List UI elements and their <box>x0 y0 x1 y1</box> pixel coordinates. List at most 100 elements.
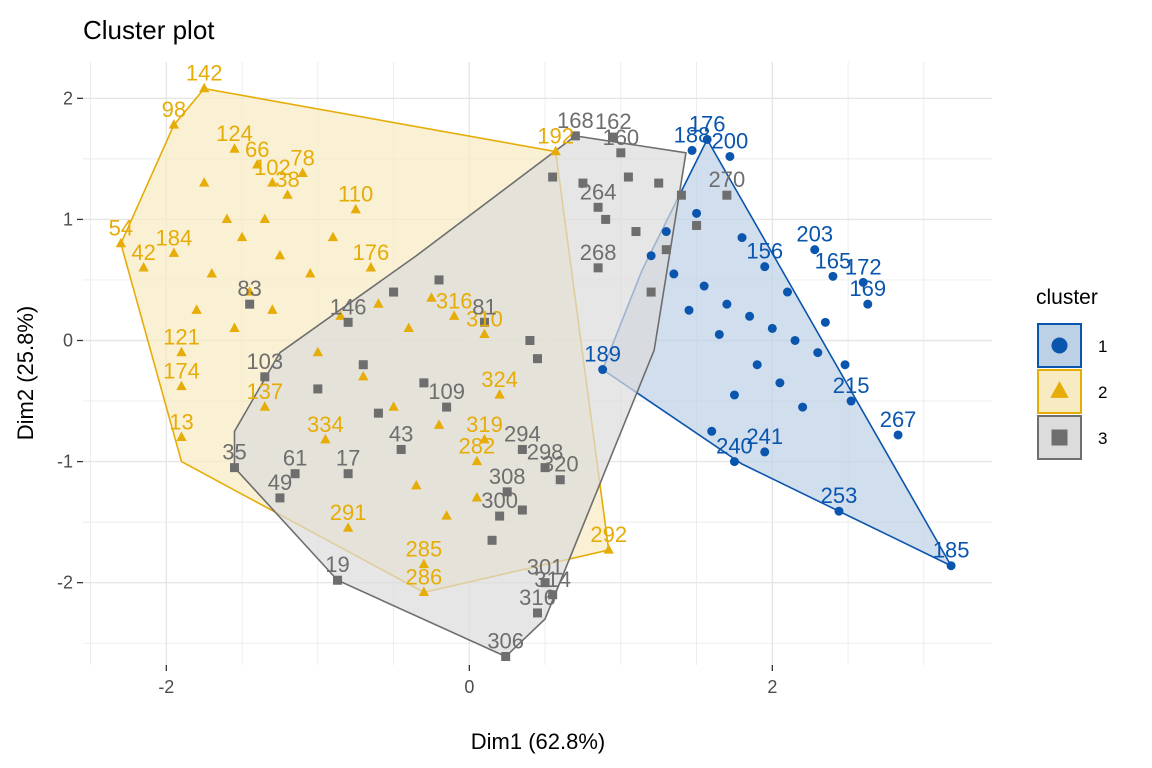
point-cluster-1 <box>828 271 838 281</box>
point-cluster-3 <box>578 178 588 188</box>
point-cluster-3 <box>396 444 406 454</box>
y-axis-title: Dim2 (25.8%) <box>13 306 38 440</box>
point-cluster-1 <box>752 360 762 370</box>
point-label: 54 <box>109 216 133 241</box>
legend-item-2: 2 <box>1037 369 1107 414</box>
point-cluster-2 <box>418 586 430 596</box>
point-cluster-1 <box>702 134 712 144</box>
point-label: 162 <box>595 109 632 134</box>
point-cluster-1 <box>798 402 808 412</box>
y-tick-label: 1 <box>63 209 73 229</box>
legend-label: 3 <box>1098 429 1107 448</box>
point-label: 172 <box>845 254 882 279</box>
point-label: 174 <box>163 359 200 384</box>
point-label: 49 <box>268 470 292 495</box>
point-label: 286 <box>406 564 443 589</box>
point-label: 308 <box>489 464 526 489</box>
point-label: 110 <box>338 182 373 207</box>
point-cluster-3 <box>479 317 489 327</box>
point-label: 334 <box>307 412 344 437</box>
point-label: 264 <box>580 179 617 204</box>
point-cluster-3 <box>502 487 512 497</box>
point-labels: 1762001882031651721561691892152672531852… <box>109 61 970 654</box>
x-tick-label: 0 <box>464 677 474 697</box>
point-label: 292 <box>590 522 627 547</box>
point-cluster-2 <box>176 380 187 391</box>
point-label: 124 <box>216 121 253 146</box>
x-tick-label: 2 <box>767 677 777 697</box>
point-label: 316 <box>436 288 473 313</box>
point-label: 156 <box>746 239 783 264</box>
point-cluster-2 <box>259 213 270 224</box>
legend-marker <box>1051 429 1068 446</box>
point-cluster-1 <box>846 396 856 406</box>
point-cluster-2 <box>168 119 180 129</box>
point-label: 176 <box>689 111 726 136</box>
point-cluster-2 <box>358 370 369 381</box>
point-cluster-1 <box>692 208 702 218</box>
point-cluster-3 <box>570 131 580 141</box>
legend-label: 2 <box>1098 383 1107 402</box>
point-label: 324 <box>481 367 518 392</box>
point-cluster-2 <box>342 522 354 532</box>
point-label: 103 <box>246 349 283 374</box>
point-cluster-2 <box>267 304 278 314</box>
point-cluster-2 <box>138 261 149 272</box>
point-cluster-2 <box>115 237 127 248</box>
point-cluster-2 <box>221 213 233 224</box>
point-cluster-2 <box>252 159 263 169</box>
point-label: 188 <box>674 122 711 147</box>
y-tick-label: 0 <box>63 330 73 350</box>
point-cluster-2 <box>335 310 346 320</box>
legend-label: 1 <box>1098 337 1107 356</box>
point-label: 310 <box>466 306 503 331</box>
point-cluster-2 <box>305 268 316 278</box>
point-cluster-2 <box>168 247 180 257</box>
point-cluster-3 <box>646 287 656 297</box>
point-cluster-3 <box>722 190 732 200</box>
point-label: 137 <box>246 379 283 404</box>
point-cluster-1 <box>722 299 732 309</box>
point-cluster-2 <box>403 322 414 332</box>
point-label: 270 <box>709 167 746 192</box>
point-cluster-1 <box>863 299 873 309</box>
point-label: 285 <box>406 537 443 562</box>
point-cluster-2 <box>441 510 452 520</box>
point-cluster-3 <box>495 511 505 521</box>
point-cluster-3 <box>654 178 664 188</box>
point-cluster-1 <box>729 457 739 467</box>
point-cluster-1 <box>687 145 697 155</box>
point-label: 98 <box>162 97 186 122</box>
point-label: 316 <box>519 585 556 610</box>
point-cluster-2 <box>199 82 210 93</box>
point-cluster-3 <box>661 245 671 255</box>
x-axis-title: Dim1 (62.8%) <box>471 729 605 754</box>
point-cluster-2 <box>206 268 217 278</box>
point-cluster-1 <box>767 323 777 333</box>
point-cluster-2 <box>365 261 377 272</box>
point-cluster-3 <box>623 172 633 182</box>
point-label: 35 <box>222 440 246 465</box>
point-cluster-3 <box>260 372 270 382</box>
point-cluster-1 <box>893 430 903 440</box>
point-label: 203 <box>796 222 833 247</box>
point-cluster-2 <box>494 389 505 399</box>
point-label: 83 <box>237 276 261 301</box>
point-label: 241 <box>746 424 783 449</box>
point-label: 200 <box>712 128 749 153</box>
y-tick-label: -2 <box>57 573 73 593</box>
point-cluster-3 <box>548 172 558 182</box>
point-label: 81 <box>472 294 496 319</box>
point-label: 102 <box>254 155 291 180</box>
point-cluster-2 <box>312 346 323 357</box>
chart-title: Cluster plot <box>83 15 215 45</box>
point-cluster-3 <box>540 463 550 473</box>
point-label: 298 <box>527 440 564 465</box>
point-label: 17 <box>336 446 360 471</box>
point-cluster-1 <box>669 269 679 279</box>
point-label: 109 <box>428 379 465 404</box>
point-cluster-1 <box>707 426 717 436</box>
point-label: 43 <box>389 421 413 446</box>
point-cluster-1 <box>790 335 800 345</box>
